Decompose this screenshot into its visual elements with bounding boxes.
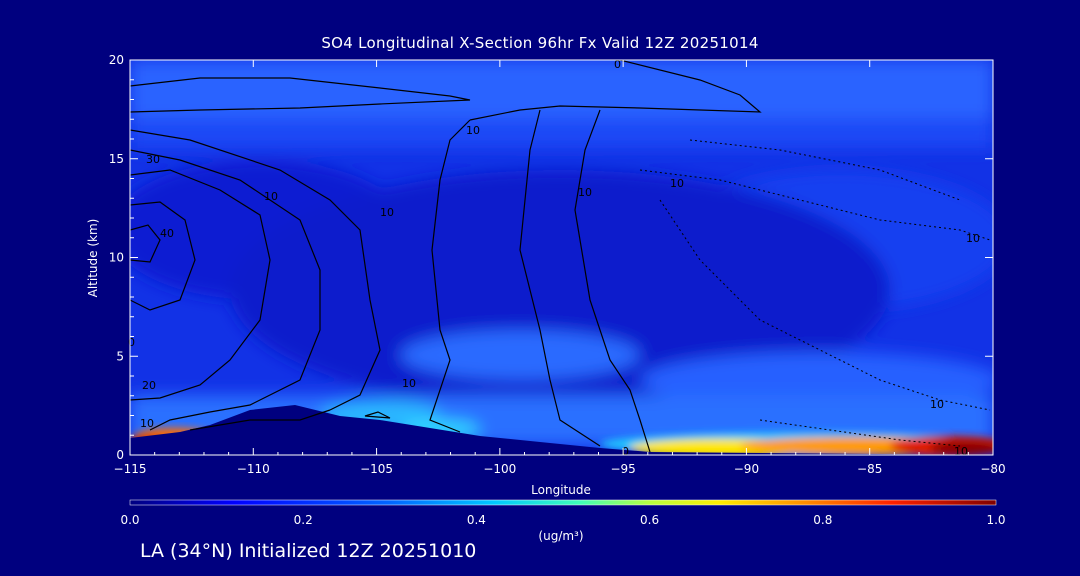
colorbar-tick-label: 1.0 bbox=[986, 513, 1005, 527]
contour-label: 10 bbox=[140, 417, 154, 430]
contour-label: 10 bbox=[380, 206, 394, 219]
contour-label: 10 bbox=[578, 186, 592, 199]
colorbar-ticks: 0.0 0.2 0.4 0.6 0.8 1.0 bbox=[120, 513, 1005, 527]
contour-label: 10 bbox=[264, 190, 278, 203]
colorbar-tick-label: 0.2 bbox=[294, 513, 313, 527]
contour-label: 20 bbox=[142, 379, 156, 392]
y-tick-label: 5 bbox=[116, 349, 124, 363]
colorbar-tick-label: 0.8 bbox=[813, 513, 832, 527]
contour-label: 10 bbox=[402, 377, 416, 390]
contour-label: 10 bbox=[670, 177, 684, 190]
contour-label: 10 bbox=[466, 124, 480, 137]
colorbar bbox=[129, 499, 997, 506]
heatmap-field bbox=[130, 60, 993, 455]
contour-label: 0 bbox=[614, 58, 621, 71]
colorbar-tick-label: 0.6 bbox=[640, 513, 659, 527]
contour-lines-dotted bbox=[639, 139, 991, 447]
colorbar-tick-label: 0.0 bbox=[120, 513, 139, 527]
y-tick-label: 20 bbox=[109, 53, 124, 67]
x-axis-label: Longitude bbox=[531, 483, 591, 497]
chart-title: SO4 Longitudinal X-Section 96hr Fx Valid… bbox=[321, 34, 759, 52]
contour-label: 40 bbox=[160, 227, 174, 240]
contour-label: 0 bbox=[622, 445, 629, 458]
x-tick-label: −115 bbox=[114, 462, 147, 476]
footer-text: LA (34°N) Initialized 12Z 20251010 bbox=[140, 540, 477, 562]
terrain-mask bbox=[130, 405, 993, 455]
contour-label: 0 bbox=[128, 336, 135, 349]
x-axis: −115 −110 −105 −100 −95 −90 −85 −80 bbox=[114, 60, 1006, 476]
x-tick-label: −80 bbox=[980, 462, 1005, 476]
colorbar-units: (ug/m³) bbox=[538, 529, 583, 543]
y-tick-label: 10 bbox=[109, 251, 124, 265]
x-tick-label: −100 bbox=[483, 462, 516, 476]
contour-label: 10 bbox=[930, 398, 944, 411]
colorbar-tick-label: 0.4 bbox=[467, 513, 486, 527]
y-tick-label: 0 bbox=[116, 448, 124, 462]
x-tick-label: −105 bbox=[360, 462, 393, 476]
x-tick-label: −85 bbox=[857, 462, 882, 476]
contour-label: 30 bbox=[146, 153, 160, 166]
contour-lines bbox=[130, 60, 762, 453]
contour-label: 10 bbox=[966, 232, 980, 245]
contour-label-group: 0 10 10 10 10 10 20 30 40 10 10 0 0 10 1… bbox=[128, 58, 980, 458]
x-tick-label: −95 bbox=[610, 462, 635, 476]
x-tick-label: −90 bbox=[734, 462, 759, 476]
contour-label: 10 bbox=[954, 445, 968, 458]
y-axis-label: Altitude (km) bbox=[86, 219, 100, 298]
x-tick-label: −110 bbox=[237, 462, 270, 476]
y-tick-label: 15 bbox=[109, 152, 124, 166]
